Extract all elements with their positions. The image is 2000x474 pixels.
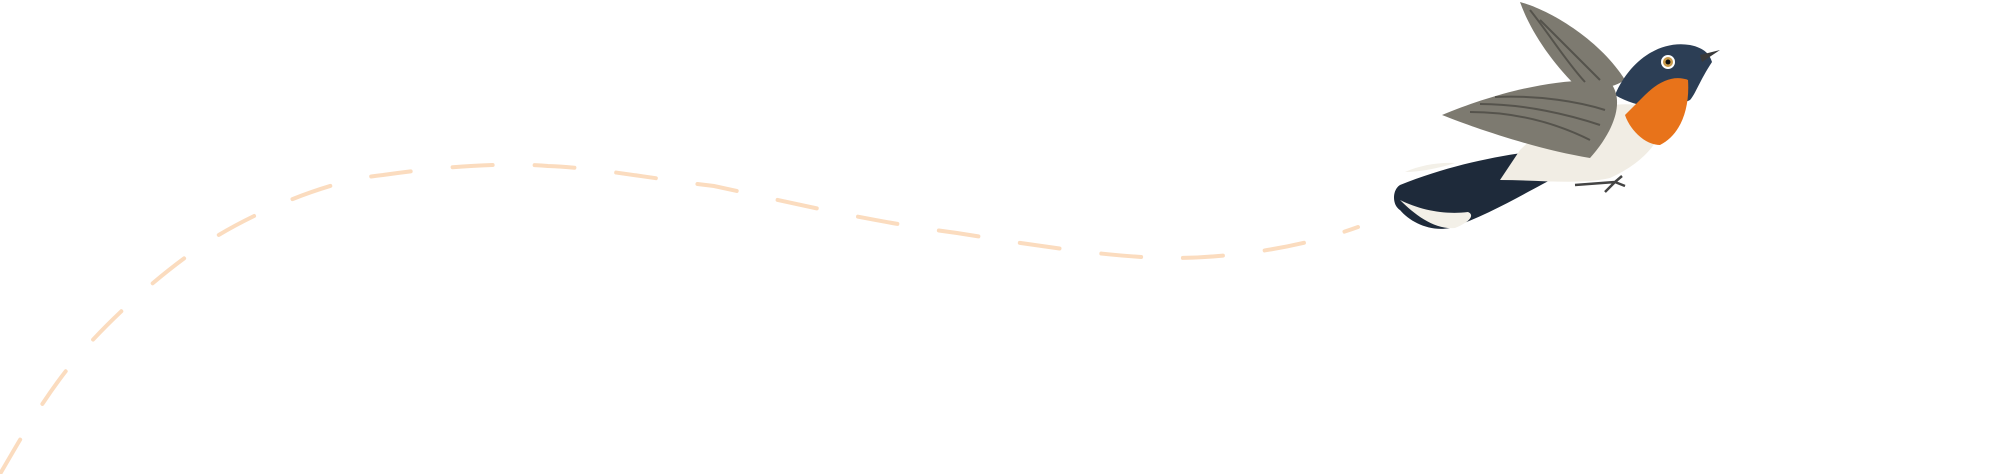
bird-throat <box>1625 78 1689 145</box>
bird-beak <box>1700 50 1720 62</box>
bird-illustration <box>1394 2 1720 229</box>
bird-tail-tips <box>1400 200 1472 229</box>
dashed-flight-path <box>0 162 1360 474</box>
bird-upper-wing <box>1520 2 1625 89</box>
bird-feet <box>1574 175 1626 193</box>
